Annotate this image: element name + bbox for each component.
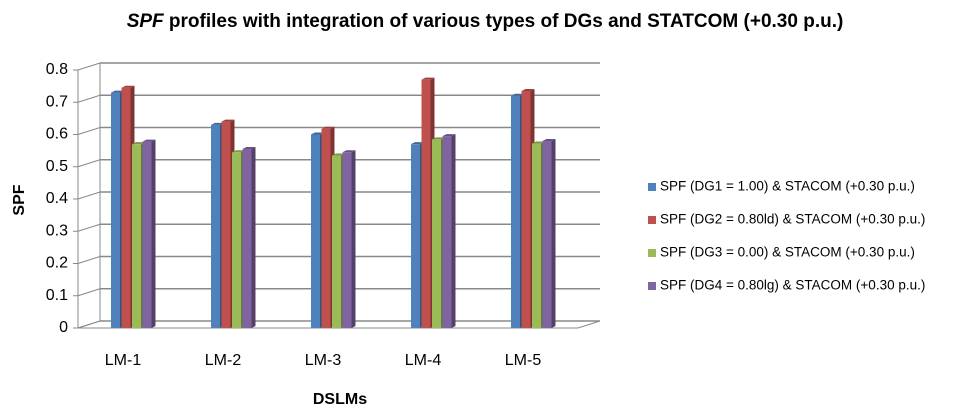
legend-label: SPF (DG1 = 1.00) & STACOM (+0.30 p.u.) [660,179,915,194]
y-tick-label: 0.5 [46,158,68,175]
legend-swatch [648,216,656,224]
bar-top [521,88,535,91]
y-tick-label: 0.8 [46,61,68,78]
bar-top [242,147,256,150]
bar-top [432,137,445,140]
grid-line [77,127,101,135]
grid-line [77,62,101,71]
bar-top [442,134,456,137]
bar [521,90,531,329]
bar [542,140,552,328]
bar-top [132,142,145,145]
x-axis-title: DSLMs [313,391,367,408]
bar [342,152,352,328]
bar-side [451,134,456,328]
bar-top [511,93,524,96]
bar-top [542,138,556,141]
legend-swatch [648,183,656,191]
y-tick-label: 0.2 [46,255,68,272]
legend-swatch [648,282,656,290]
bar-top [321,126,335,129]
legend-swatch [648,249,656,257]
y-tick-label: 0.7 [46,93,68,110]
bar-side [151,139,156,328]
bar [211,124,220,328]
bar-top [211,122,224,125]
y-tick-label: 0.3 [46,222,68,239]
bar [411,144,420,328]
y-tick-label: 0.4 [46,190,68,207]
bar [221,121,231,328]
bar-side [351,150,356,328]
bar [111,92,120,328]
bar [332,155,341,328]
bar-side [551,138,556,328]
bar [132,144,141,328]
bar [232,152,241,328]
bar [311,134,320,328]
bar-top [232,150,245,153]
y-tick-label: 0.6 [46,126,68,143]
bar-top [532,141,545,144]
bar-top [311,132,324,135]
x-tick-label: LM-3 [305,352,342,369]
bar [242,149,252,328]
bar [421,79,431,328]
legend-label: SPF (DG4 = 0.80lg) & STACOM (+0.30 p.u.) [660,278,925,293]
grid-line [77,288,101,297]
bar [121,87,131,328]
bar-top [342,150,356,153]
bar-top [332,153,345,156]
x-tick-label: LM-2 [205,352,242,369]
bar-top [142,139,156,142]
grid-line [77,256,101,264]
x-tick-label: LM-1 [105,352,142,369]
grid-line [77,159,101,168]
bar [432,139,441,328]
legend-label: SPF (DG3 = 0.00) & STACOM (+0.30 p.u.) [660,245,915,260]
grid-line [77,191,101,200]
bar [511,95,520,328]
x-tick-label: LM-4 [405,352,442,369]
bar-top [221,119,235,122]
grid-line [77,223,101,232]
bar-side [251,147,256,328]
bar-top [411,142,424,145]
bar-top [111,90,124,93]
bar [532,143,541,328]
bar [142,141,152,328]
y-tick-label: 0 [59,319,68,336]
x-tick-label: LM-5 [505,352,542,369]
y-axis-title: SPF [11,184,28,215]
bar-top [121,85,135,88]
bar [321,128,331,328]
legend-label: SPF (DG2 = 0.80ld) & STACOM (+0.30 p.u.) [660,212,925,227]
grid-line [77,94,101,103]
chart-title: SPF profiles with integration of various… [127,11,844,32]
bar-top [421,77,435,80]
bar [442,136,452,328]
grid-line [77,320,101,329]
y-tick-label: 0.1 [46,287,68,304]
